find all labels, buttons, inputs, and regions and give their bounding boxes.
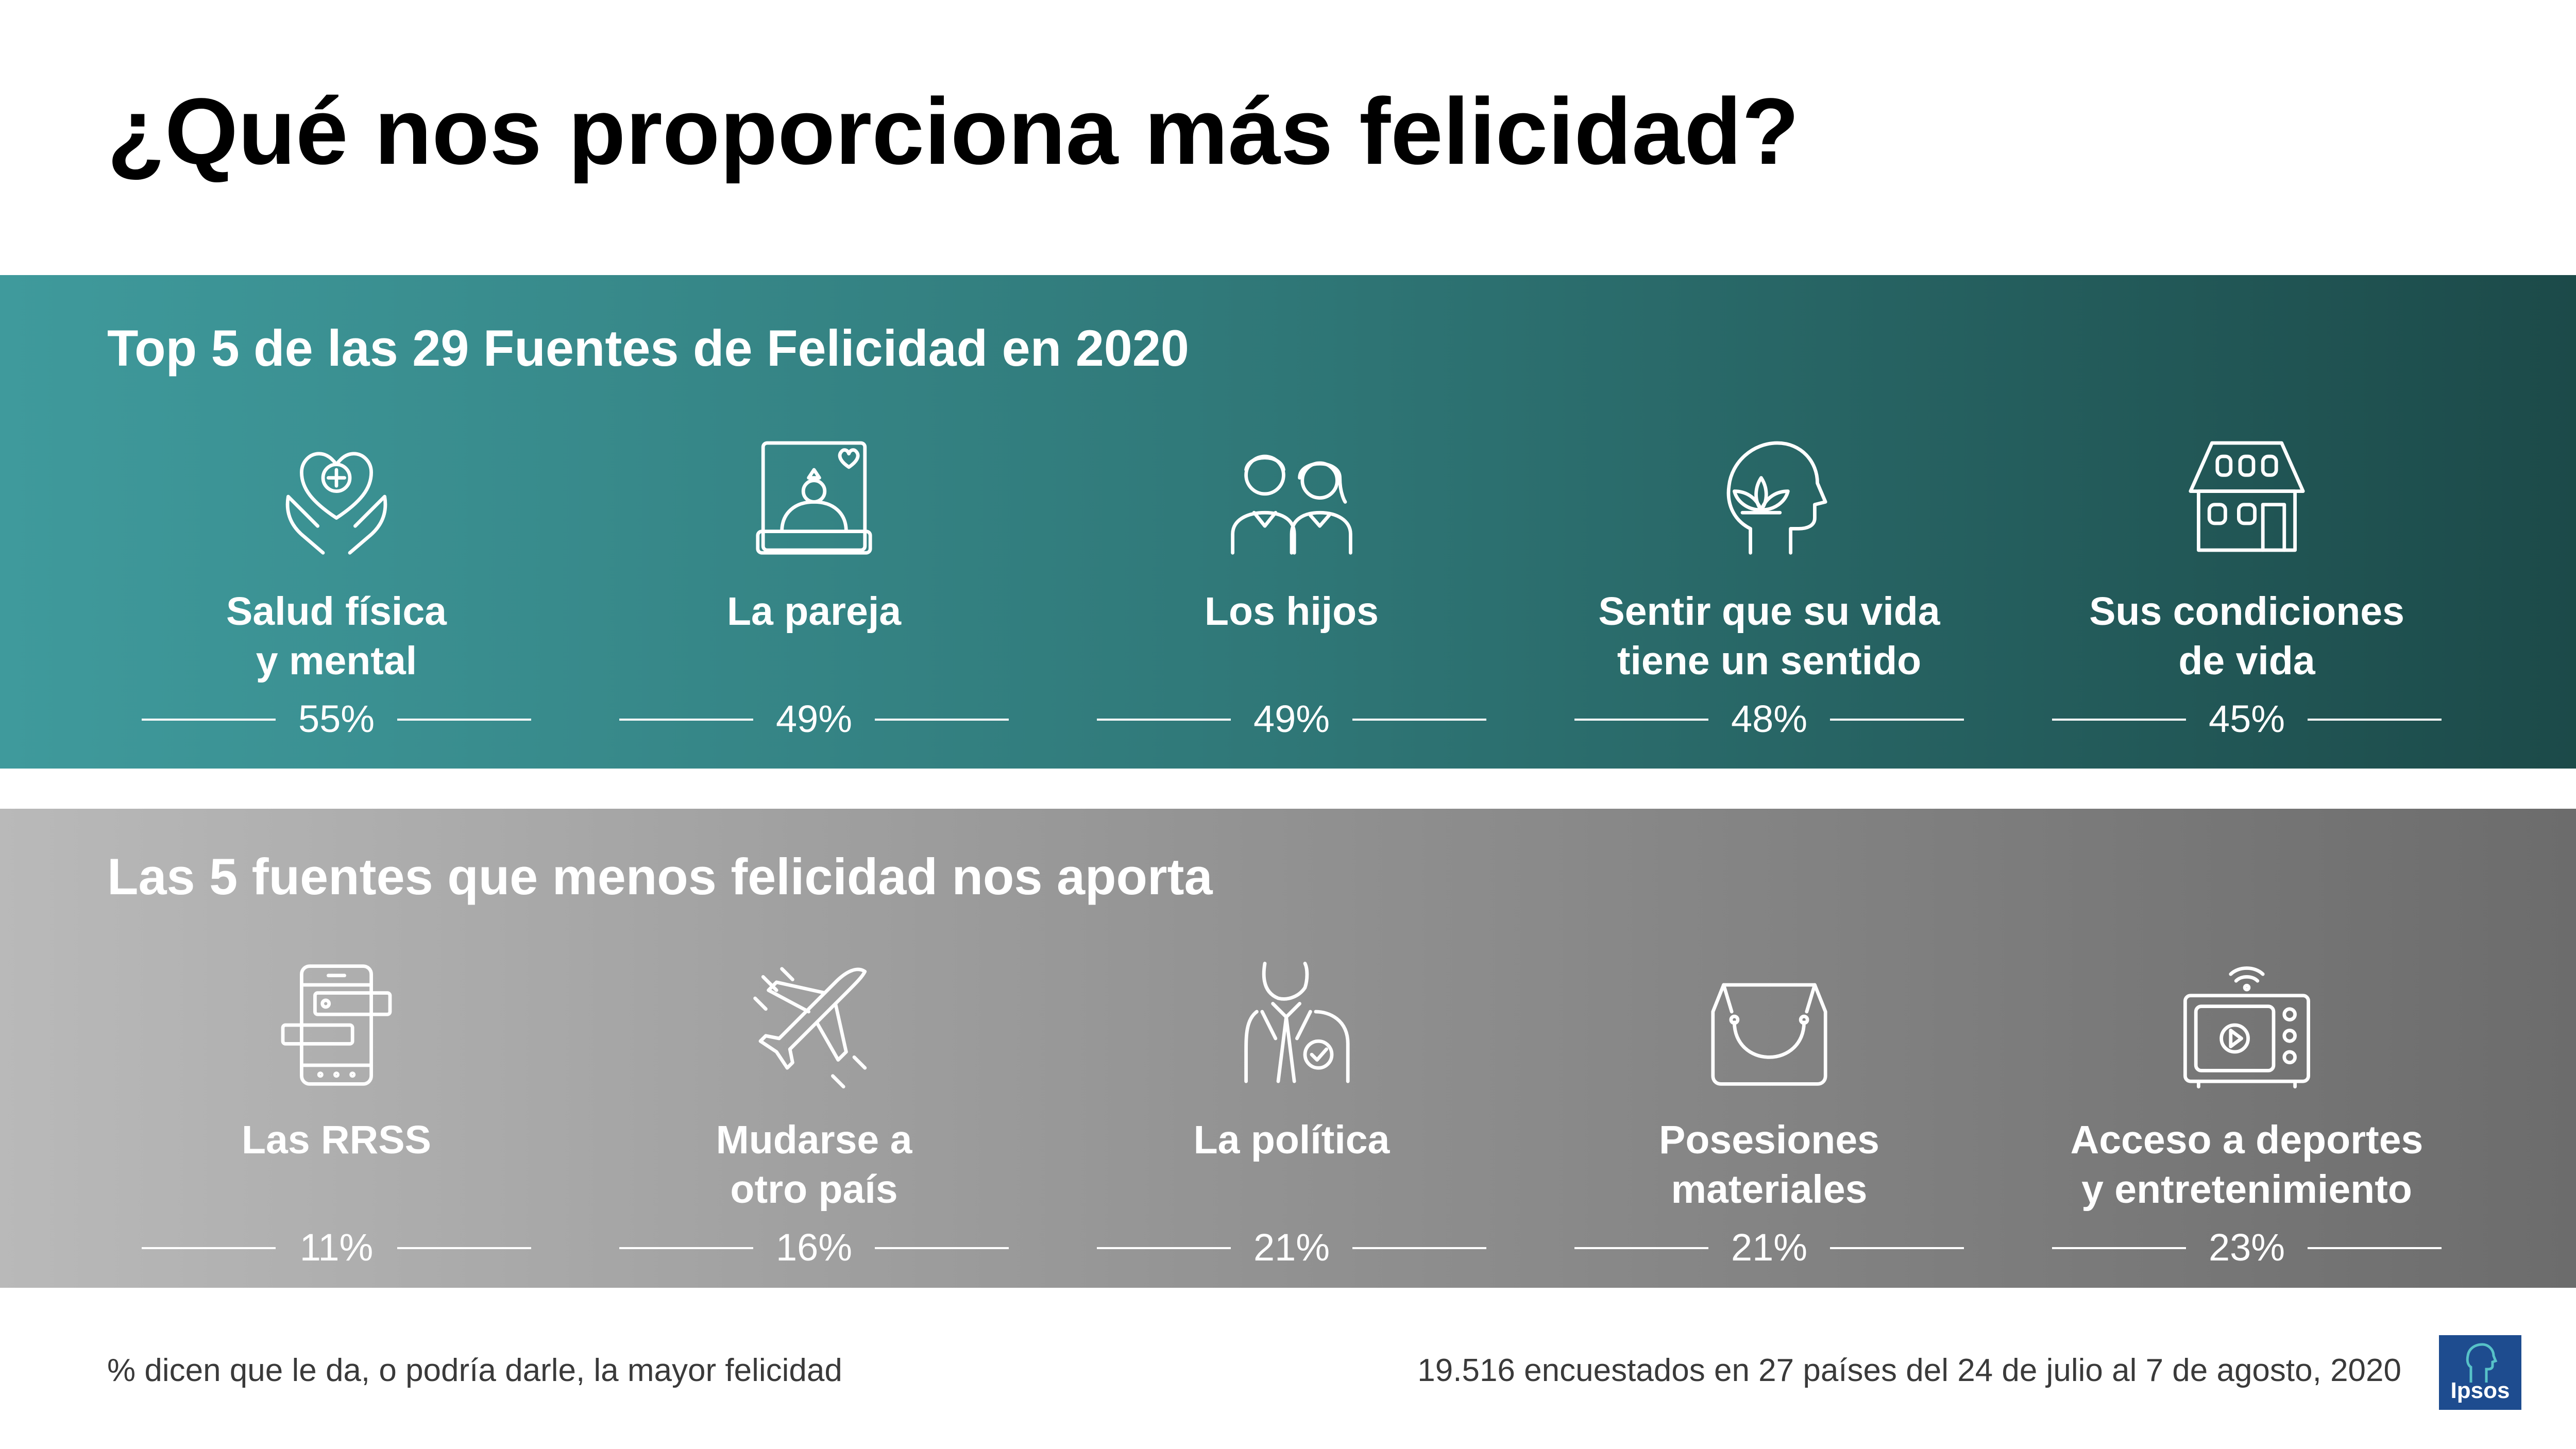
percent-row: 49% bbox=[575, 696, 1053, 742]
divider-line bbox=[875, 1247, 1009, 1249]
divider-line bbox=[397, 1247, 531, 1249]
divider-line bbox=[2052, 719, 2186, 721]
percent-row: 48% bbox=[1531, 696, 2008, 742]
footnote-definition: % dicen que le da, o podría darle, la ma… bbox=[107, 1353, 842, 1388]
item-label: Sentir que su vida tiene un sentido bbox=[1598, 589, 1940, 683]
divider-line bbox=[2308, 719, 2442, 721]
footnote-sample: 19.516 encuestados en 27 países del 24 d… bbox=[1417, 1353, 2401, 1388]
item-label: Sus condiciones de vida bbox=[2089, 589, 2404, 683]
top-item-children: Los hijos 49% bbox=[1053, 430, 1530, 742]
bottom-item-social-media: Las RRSS 11% bbox=[98, 958, 575, 1271]
percent-value: 45% bbox=[2208, 697, 2285, 740]
top-item-living: Sus condiciones de vida 45% bbox=[2008, 430, 2485, 742]
top-item-partner: La pareja 49% bbox=[575, 430, 1053, 742]
divider-line bbox=[142, 1247, 276, 1249]
percent-value: 16% bbox=[775, 1226, 853, 1269]
percent-value: 23% bbox=[2208, 1226, 2285, 1269]
item-label: Salud física y mental bbox=[226, 589, 447, 683]
item-label: Los hijos bbox=[1205, 589, 1379, 634]
house-icon bbox=[2189, 441, 2305, 552]
divider-line bbox=[619, 719, 753, 721]
bottom-sources-section: Las 5 fuentes que menos felicidad nos ap… bbox=[0, 809, 2576, 1288]
divider-line bbox=[1830, 1247, 1964, 1249]
percent-row: 16% bbox=[575, 1224, 1053, 1271]
divider-line bbox=[2052, 1247, 2186, 1249]
percent-value: 21% bbox=[1731, 1226, 1808, 1269]
ipsos-head-icon bbox=[2466, 1343, 2498, 1383]
divider-line bbox=[1097, 719, 1231, 721]
divider-line bbox=[397, 719, 531, 721]
top-sources-section: Top 5 de las 29 Fuentes de Felicidad en … bbox=[0, 275, 2576, 769]
ring-box-icon bbox=[756, 441, 872, 555]
divider-line bbox=[2308, 1247, 2442, 1249]
page-title: ¿Qué nos proporciona más felicidad? bbox=[107, 78, 1800, 184]
tv-icon bbox=[2183, 966, 2310, 1088]
health-hands-heart-icon bbox=[285, 452, 387, 555]
divider-line bbox=[1574, 719, 1708, 721]
logo-text: Ipsos bbox=[2450, 1378, 2510, 1403]
bottom-item-possessions: Posesiones materiales 21% bbox=[1531, 958, 2008, 1271]
percent-row: 11% bbox=[98, 1224, 575, 1271]
divider-line bbox=[1097, 1247, 1231, 1249]
divider-line bbox=[875, 719, 1009, 721]
percent-value: 11% bbox=[299, 1226, 374, 1269]
shopping-bag-icon bbox=[1711, 983, 1827, 1086]
politician-icon bbox=[1244, 962, 1350, 1083]
percent-row: 49% bbox=[1053, 696, 1530, 742]
mind-lotus-icon bbox=[1726, 441, 1827, 555]
divider-line bbox=[1830, 719, 1964, 721]
top-item-health: Salud física y mental 55% bbox=[98, 430, 575, 742]
item-label: La política bbox=[1193, 1118, 1390, 1162]
percent-value: 49% bbox=[1253, 697, 1330, 740]
percent-value: 49% bbox=[775, 697, 853, 740]
item-label: Acceso a deportes y entretenimiento bbox=[2070, 1118, 2424, 1212]
divider-line bbox=[1352, 1247, 1486, 1249]
bottom-item-politics: La política 21% bbox=[1053, 958, 1530, 1271]
divider-line bbox=[619, 1247, 753, 1249]
item-label: La pareja bbox=[726, 589, 902, 634]
item-label: Mudarse a otro país bbox=[716, 1118, 912, 1212]
top-item-meaning: Sentir que su vida tiene un sentido 48% bbox=[1531, 430, 2008, 742]
ipsos-logo: Ipsos bbox=[2439, 1335, 2521, 1410]
divider-line bbox=[142, 719, 276, 721]
percent-value: 55% bbox=[298, 697, 375, 740]
percent-value: 48% bbox=[1731, 697, 1808, 740]
divider-line bbox=[1574, 1247, 1708, 1249]
percent-row: 21% bbox=[1531, 1224, 2008, 1271]
item-label: Posesiones materiales bbox=[1659, 1118, 1879, 1212]
percent-row: 23% bbox=[2008, 1224, 2485, 1271]
divider-line bbox=[1352, 719, 1486, 721]
top-sources-heading: Top 5 de las 29 Fuentes de Felicidad en … bbox=[107, 319, 1189, 377]
bottom-sources-heading: Las 5 fuentes que menos felicidad nos ap… bbox=[107, 848, 1213, 905]
percent-row: 21% bbox=[1053, 1224, 1530, 1271]
children-icon bbox=[1231, 454, 1352, 555]
bottom-item-moving-abroad: Mudarse a otro país 16% bbox=[575, 958, 1053, 1271]
percent-row: 45% bbox=[2008, 696, 2485, 742]
bottom-item-entertainment: Acceso a deportes y entretenimiento 23% bbox=[2008, 958, 2485, 1271]
smartphone-chat-icon bbox=[281, 964, 392, 1086]
percent-value: 21% bbox=[1253, 1226, 1330, 1269]
percent-row: 55% bbox=[98, 696, 575, 742]
airplane-icon bbox=[753, 967, 867, 1088]
item-label: Las RRSS bbox=[241, 1118, 431, 1162]
